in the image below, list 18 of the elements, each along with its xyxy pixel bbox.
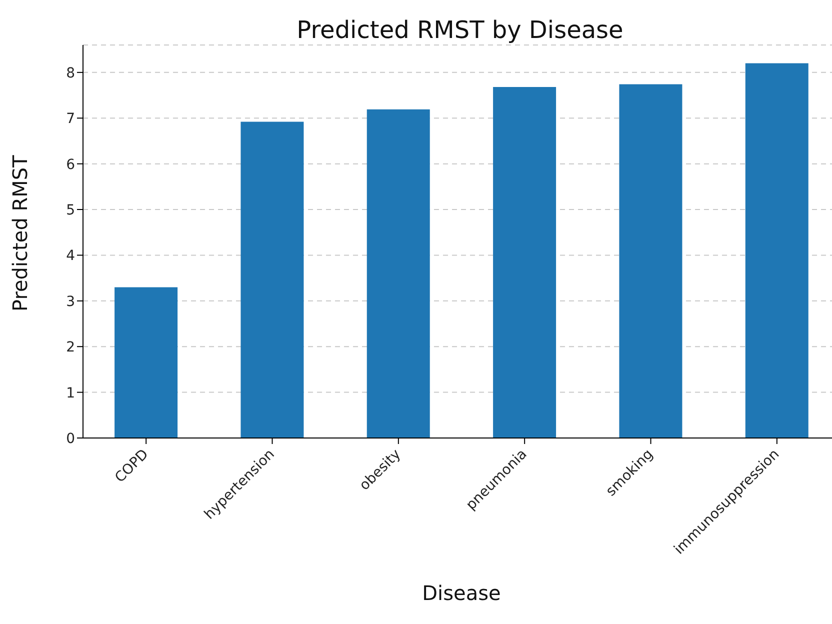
y-tick-label: 7	[66, 111, 75, 128]
y-tick-label: 5	[66, 202, 75, 218]
x-axis-title: Disease	[422, 581, 501, 605]
bar	[240, 122, 304, 438]
chart-title: Predicted RMST by Disease	[296, 16, 624, 44]
y-tick-label: 1	[66, 385, 75, 402]
bar	[114, 287, 178, 438]
y-tick-label: 0	[66, 430, 75, 447]
y-tick-label: 6	[66, 156, 76, 173]
bar	[619, 84, 682, 438]
y-tick-label: 8	[66, 65, 75, 82]
y-tick-label: 4	[66, 248, 76, 264]
y-tick-label: 3	[66, 294, 75, 310]
bar	[745, 63, 808, 438]
bar	[493, 87, 556, 438]
y-axis-title: Predicted RMST	[8, 154, 32, 312]
bar	[366, 109, 430, 438]
y-tick-label: 2	[66, 340, 75, 356]
